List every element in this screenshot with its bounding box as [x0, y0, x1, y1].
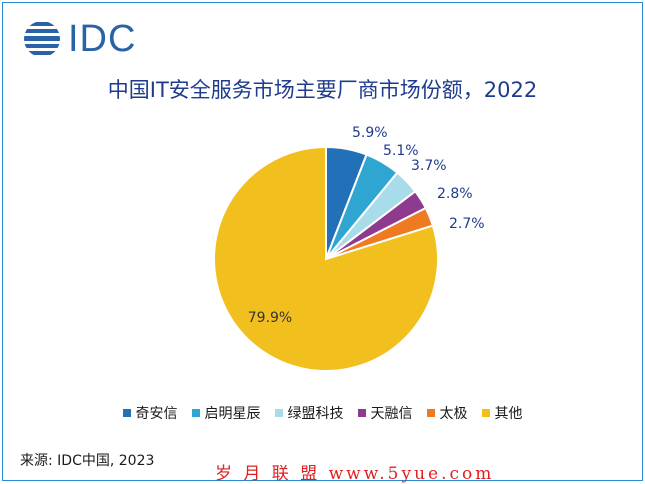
legend: 奇安信 启明星辰 绿盟科技 天融信 太极 其他	[0, 403, 645, 423]
watermark: 岁 月 联 盟 www.5yue.com	[215, 464, 495, 484]
legend-label: 启明星辰	[204, 406, 261, 422]
legend-item: 天融信	[357, 403, 413, 423]
data-label: 5.1%	[383, 143, 419, 159]
legend-item: 绿盟科技	[274, 403, 344, 423]
legend-swatch	[122, 409, 131, 417]
legend-swatch	[357, 409, 366, 417]
legend-swatch	[191, 409, 200, 417]
legend-label: 太极	[439, 406, 468, 422]
idc-logo: IDC	[22, 17, 136, 61]
data-label: 5.9%	[352, 125, 388, 141]
legend-label: 绿盟科技	[287, 406, 344, 422]
legend-swatch	[274, 409, 283, 417]
data-label: 2.8%	[437, 186, 473, 202]
legend-label: 其他	[494, 406, 523, 422]
data-label: 79.9%	[248, 310, 292, 326]
legend-label: 天融信	[370, 406, 413, 422]
legend-item: 启明星辰	[191, 403, 261, 423]
legend-item: 太极	[426, 403, 468, 423]
data-label: 2.7%	[449, 216, 485, 232]
legend-item: 奇安信	[122, 403, 178, 423]
source-note: 来源: IDC中国, 2023	[20, 453, 155, 469]
legend-label: 奇安信	[135, 406, 178, 422]
idc-globe-icon	[24, 22, 60, 55]
legend-swatch	[481, 409, 490, 417]
legend-swatch	[426, 409, 435, 417]
chart-title: 中国IT安全服务市场主要厂商市场份额，2022	[107, 78, 538, 102]
logo-text: IDC	[68, 18, 137, 60]
pie-slice	[212, 145, 439, 372]
data-label: 3.7%	[411, 158, 447, 174]
legend-item: 其他	[481, 403, 523, 423]
